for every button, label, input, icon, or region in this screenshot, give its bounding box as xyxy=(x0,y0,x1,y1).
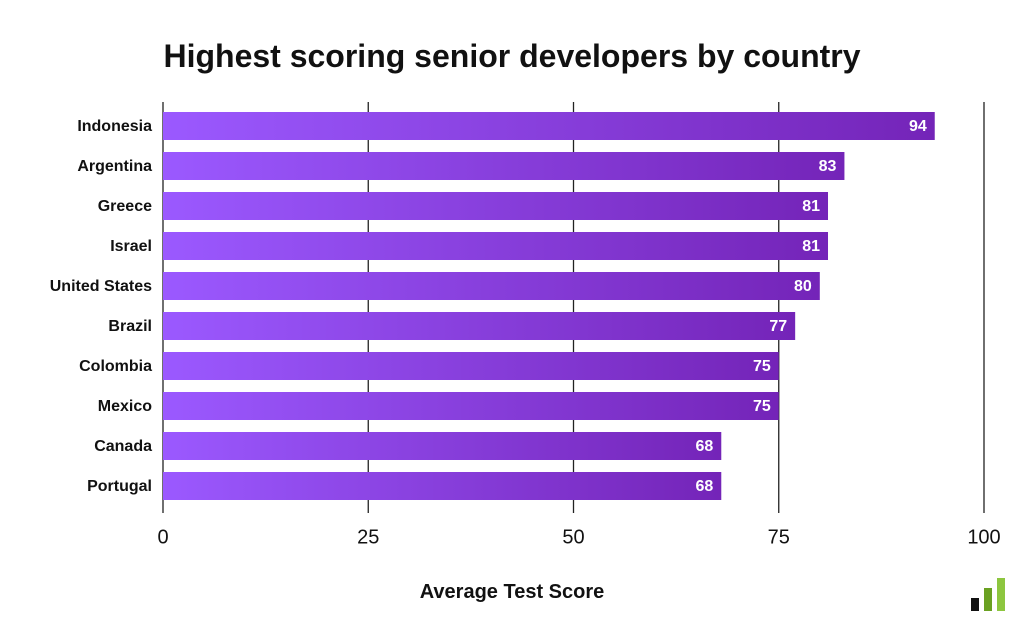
category-label-greece: Greece xyxy=(98,198,152,215)
x-axis-label: Average Test Score xyxy=(419,581,605,603)
value-label-mexico: 75 xyxy=(753,398,771,415)
bar-greece xyxy=(163,192,829,220)
logo-bar-1 xyxy=(971,598,979,611)
bar-canada xyxy=(163,432,722,460)
x-tick-label-75: 75 xyxy=(768,526,790,548)
category-label-israel: Israel xyxy=(110,238,152,255)
bar-colombia xyxy=(163,352,779,380)
x-tick-label-25: 25 xyxy=(357,526,379,548)
bars: 94 83 81 81 80 77 75 75 68 68 xyxy=(163,112,935,500)
chart-title: Highest scoring senior developers by cou… xyxy=(163,38,861,74)
bar-portugal xyxy=(163,472,722,500)
category-label-mexico: Mexico xyxy=(98,398,152,415)
bar-united-states xyxy=(163,272,820,300)
logo-bar-3 xyxy=(997,578,1005,611)
bar-chart-logo-icon xyxy=(971,578,1005,611)
bar-mexico xyxy=(163,392,779,420)
value-label-brazil: 77 xyxy=(769,318,787,335)
logo-bar-2 xyxy=(984,588,992,611)
bar-indonesia xyxy=(163,112,935,140)
value-label-united-states: 80 xyxy=(794,278,812,295)
category-label-portugal: Portugal xyxy=(87,478,152,495)
value-label-argentina: 83 xyxy=(819,158,837,175)
category-label-brazil: Brazil xyxy=(108,318,152,335)
x-axis-ticks: 0 25 50 75 100 xyxy=(157,526,1000,548)
bar-israel xyxy=(163,232,829,260)
category-label-united-states: United States xyxy=(50,278,152,295)
value-label-portugal: 68 xyxy=(695,478,713,495)
value-label-greece: 81 xyxy=(802,198,820,215)
bar-argentina xyxy=(163,152,845,180)
value-label-israel: 81 xyxy=(802,238,820,255)
category-label-colombia: Colombia xyxy=(79,358,152,375)
value-label-indonesia: 94 xyxy=(909,118,927,135)
x-tick-label-0: 0 xyxy=(157,526,168,548)
category-label-canada: Canada xyxy=(94,438,152,455)
category-label-argentina: Argentina xyxy=(77,158,152,175)
value-label-canada: 68 xyxy=(695,438,713,455)
bar-brazil xyxy=(163,312,796,340)
category-label-indonesia: Indonesia xyxy=(77,118,152,135)
category-labels: Indonesia Argentina Greece Israel United Sta… xyxy=(50,118,152,495)
value-label-colombia: 75 xyxy=(753,358,771,375)
x-tick-label-100: 100 xyxy=(967,526,1000,548)
x-tick-label-50: 50 xyxy=(562,526,584,548)
